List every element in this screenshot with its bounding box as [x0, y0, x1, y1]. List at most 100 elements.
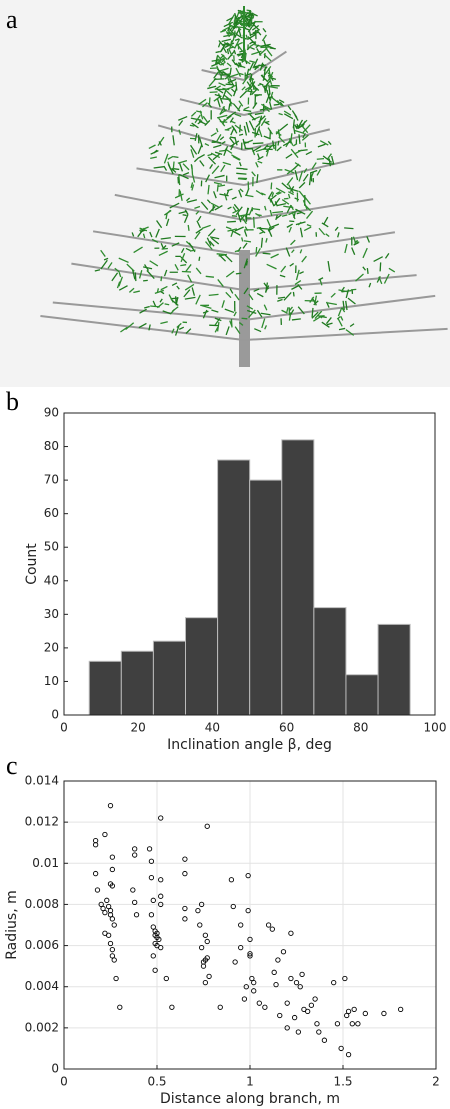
foliage	[244, 207, 250, 218]
foliage	[209, 236, 220, 240]
foliage	[167, 163, 174, 175]
foliage	[255, 44, 260, 49]
foliage	[252, 216, 255, 228]
foliage	[234, 63, 242, 68]
foliage	[190, 182, 194, 189]
point	[305, 1008, 311, 1015]
foliage	[198, 153, 205, 159]
branch	[114, 193, 245, 221]
foliage	[256, 174, 259, 183]
foliage	[318, 277, 324, 281]
foliage	[139, 226, 149, 232]
foliage	[322, 162, 334, 165]
foliage	[178, 162, 184, 172]
foliage	[204, 143, 210, 147]
foliage	[247, 309, 257, 315]
foliage	[226, 16, 234, 22]
foliage	[211, 62, 221, 67]
foliage	[252, 145, 262, 153]
point	[146, 846, 153, 852]
foliage	[197, 144, 203, 154]
point	[247, 936, 253, 943]
foliage	[150, 156, 157, 160]
foliage	[248, 293, 254, 301]
point	[314, 1021, 320, 1027]
foliage	[279, 123, 289, 132]
foliage	[157, 136, 165, 146]
foliage	[149, 260, 159, 267]
bar	[345, 674, 379, 716]
foliage	[294, 170, 299, 181]
foliage	[211, 309, 219, 313]
foliage	[205, 174, 211, 183]
foliage	[260, 64, 267, 68]
foliage	[226, 96, 234, 105]
point	[362, 1010, 368, 1017]
foliage	[146, 270, 155, 280]
foliage	[234, 249, 240, 253]
foliage	[210, 202, 219, 208]
axes-box	[63, 412, 436, 716]
foliage	[125, 322, 135, 331]
foliage	[230, 230, 234, 238]
point	[265, 922, 272, 928]
foliage	[295, 208, 306, 215]
foliage	[310, 172, 314, 179]
foliage	[184, 296, 196, 300]
y-axis-label: Radius, m	[4, 890, 20, 959]
foliage	[281, 199, 290, 205]
point	[398, 1006, 404, 1012]
foliage	[262, 27, 267, 33]
point	[107, 803, 114, 809]
foliage	[234, 38, 241, 49]
foliage	[217, 279, 224, 287]
foliage	[294, 114, 299, 121]
foliage	[144, 305, 150, 309]
foliage	[231, 84, 237, 88]
foliage	[205, 241, 213, 250]
branch	[243, 99, 309, 116]
point	[331, 979, 337, 986]
point	[204, 823, 210, 829]
point	[198, 901, 205, 908]
y-tick-label: 50	[44, 540, 59, 554]
foliage	[138, 322, 147, 329]
foliage	[204, 119, 211, 127]
foliage	[179, 173, 189, 180]
foliage	[234, 28, 240, 38]
foliage	[222, 90, 227, 99]
foliage	[226, 220, 236, 223]
foliage	[266, 144, 276, 148]
foliage	[148, 324, 151, 331]
foliage	[166, 209, 171, 215]
foliage	[228, 14, 235, 25]
foliage	[184, 283, 195, 291]
foliage	[230, 145, 234, 151]
foliage	[287, 105, 292, 111]
foliage	[184, 209, 189, 215]
point	[308, 1002, 315, 1008]
foliage	[225, 291, 232, 299]
foliage	[229, 117, 234, 123]
foliage	[286, 177, 294, 186]
foliage	[222, 161, 232, 166]
foliage	[253, 288, 260, 292]
foliage	[245, 34, 248, 39]
point	[345, 1051, 352, 1058]
point	[284, 1000, 290, 1006]
foliage	[241, 86, 246, 91]
foliage	[214, 327, 219, 333]
foliage	[384, 253, 390, 259]
foliage	[197, 215, 202, 222]
foliage	[154, 289, 165, 295]
foliage	[226, 189, 230, 196]
foliage	[321, 321, 330, 328]
foliage	[218, 40, 225, 47]
bar	[152, 640, 187, 716]
foliage	[270, 182, 273, 190]
point	[195, 907, 201, 914]
foliage	[247, 36, 257, 45]
foliage	[143, 264, 150, 271]
foliage	[301, 255, 307, 263]
foliage	[311, 162, 317, 170]
